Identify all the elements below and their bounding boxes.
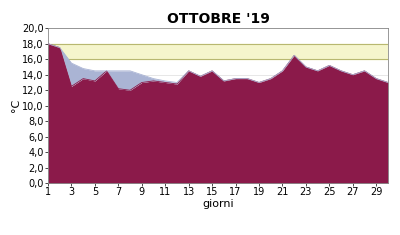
- X-axis label: giorni: giorni: [202, 199, 234, 209]
- Bar: [48, 44, 388, 59]
- Title: OTTOBRE '19: OTTOBRE '19: [166, 12, 270, 26]
- Y-axis label: °C: °C: [11, 99, 21, 112]
